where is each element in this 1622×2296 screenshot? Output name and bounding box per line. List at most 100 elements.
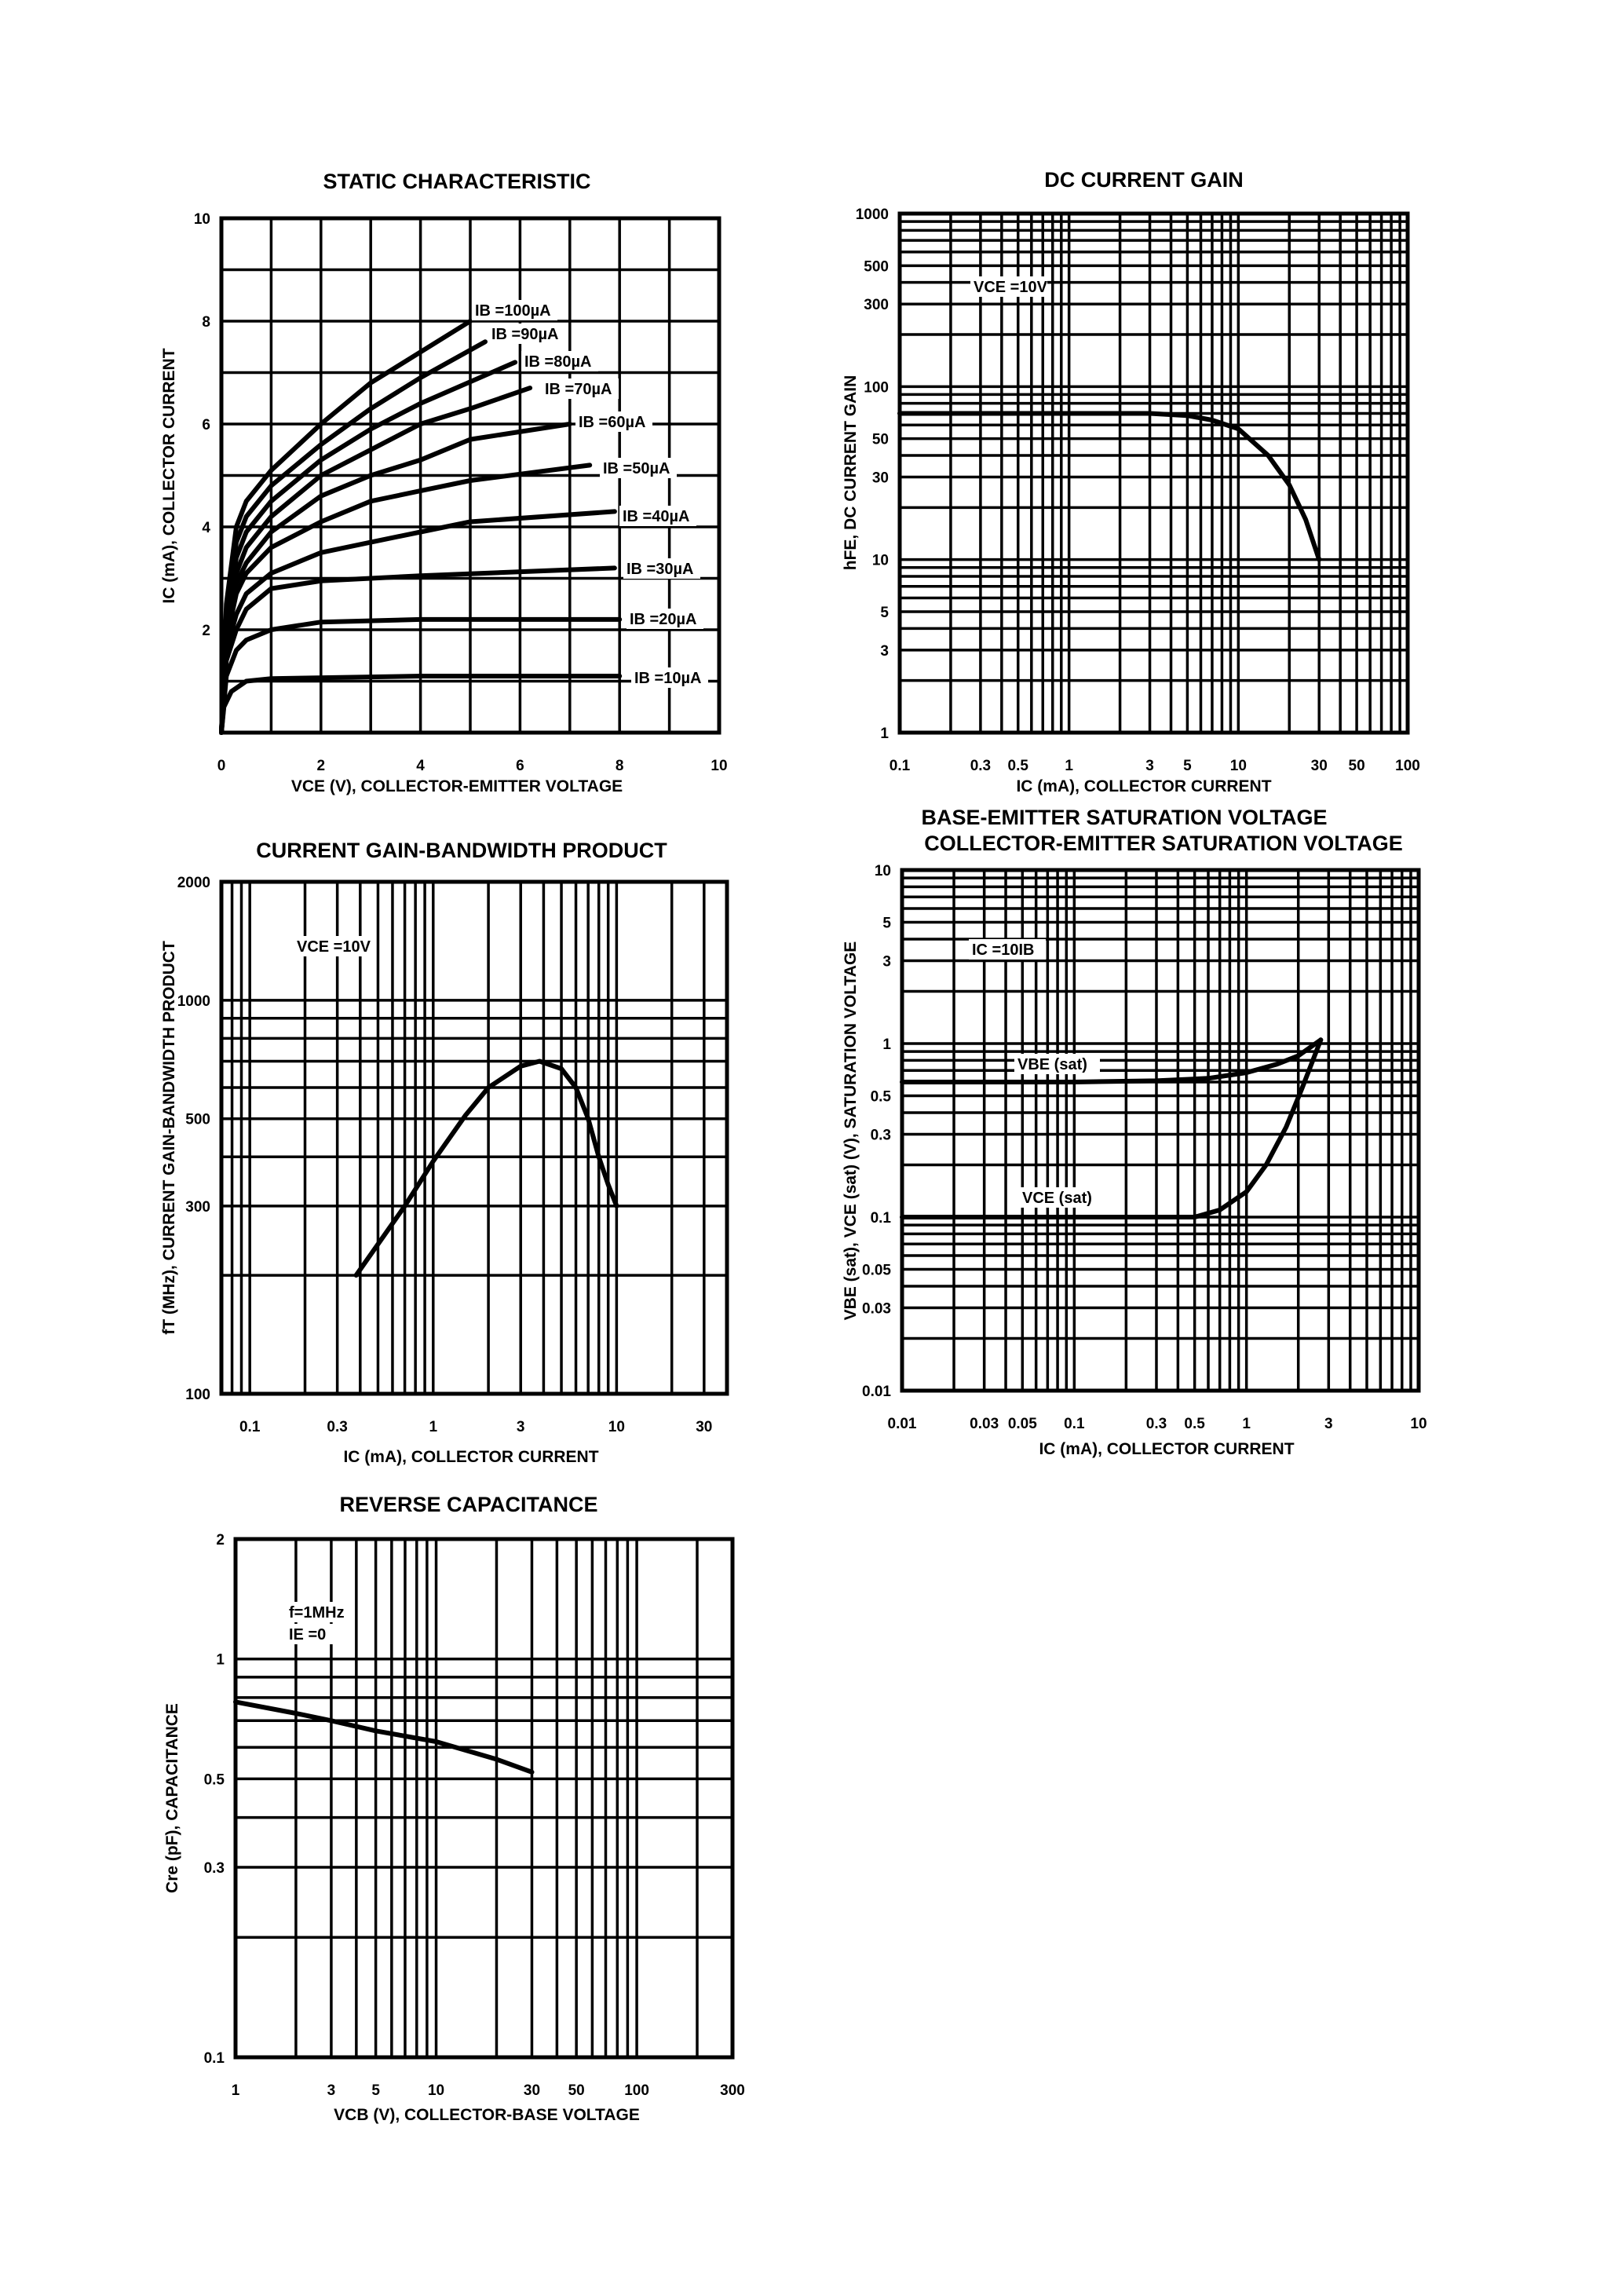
x-tick-label: 30 — [524, 2082, 540, 2099]
x-tick-label: 3 — [1324, 1416, 1333, 1432]
annotation-label: IC =10IB — [972, 941, 1034, 959]
series-label: IB =40µA — [623, 508, 689, 525]
x-tick-label: 6 — [516, 758, 524, 774]
y-tick-label: 0.3 — [204, 1860, 225, 1877]
y-tick-label: 10 — [872, 553, 889, 569]
chart-title: CURRENT GAIN-BANDWIDTH PRODUCT — [256, 839, 667, 862]
plot-frame — [219, 216, 721, 735]
annotation-bg — [970, 276, 1047, 297]
series-line — [900, 1037, 1324, 1219]
y-tick-label: 1000 — [177, 993, 210, 1010]
series-label: IB =100µA — [475, 302, 551, 320]
x-tick-label: 1 — [429, 1419, 437, 1435]
y-tick-label: 0.1 — [871, 1210, 892, 1227]
annotation-label: VCE =10V — [297, 938, 371, 956]
y-axis-label: Cre (pF), CAPACITANCE — [163, 1703, 181, 1893]
x-tick-label: 1 — [1242, 1416, 1251, 1432]
chart-3: CURRENT GAIN-BANDWIDTH PRODUCT IC (mA), C… — [160, 839, 729, 1466]
series-label: IB =80µA — [524, 353, 591, 371]
x-axis-label: IC (mA), COLLECTOR CURRENT — [343, 1448, 598, 1466]
y-axis-label: VBE (sat), VCE (sat) (V), SATURATION VOL… — [842, 941, 860, 1321]
series-label: VBE (sat) — [1017, 1056, 1087, 1073]
annotation-label: IE =0 — [289, 1626, 326, 1643]
series-label-bg — [575, 411, 652, 432]
x-tick-label: 5 — [1183, 758, 1192, 774]
y-tick-label: 100 — [185, 1387, 210, 1403]
annotation-bg — [286, 1602, 345, 1622]
y-tick-label: 0.01 — [862, 1384, 891, 1400]
annotation-bg — [969, 939, 1046, 960]
plot-frame — [233, 1537, 735, 2060]
series-label: IB =90µA — [491, 326, 558, 343]
x-tick-label: 8 — [616, 758, 624, 774]
y-tick-label: 4 — [202, 520, 210, 536]
y-tick-label: 0.1 — [204, 2050, 225, 2067]
series-label-bg — [631, 667, 708, 688]
annotation-label: VCE =10V — [974, 279, 1048, 296]
y-tick-label: 8 — [202, 314, 210, 331]
x-tick-label: 3 — [1145, 758, 1154, 774]
y-tick-label: 50 — [872, 432, 889, 448]
series-label: IB =70µA — [545, 381, 612, 398]
x-tick-label: 10 — [711, 758, 727, 774]
x-tick-label: 300 — [720, 2082, 745, 2099]
series-label-bg — [623, 558, 700, 579]
y-tick-label: 3 — [880, 643, 889, 660]
series-label-bg — [600, 458, 677, 478]
series-label-bg — [627, 609, 703, 629]
annotation-bg — [286, 1624, 337, 1644]
y-tick-label: 10 — [194, 211, 210, 228]
series-label-bg — [619, 506, 696, 526]
y-axis-label: fT (MHz), CURRENT GAIN-BANDWIDTH PRODUCT — [160, 941, 178, 1335]
series-label: IB =20µA — [630, 611, 696, 628]
x-tick-label: 0 — [217, 758, 226, 774]
x-tick-label: 100 — [1395, 758, 1420, 774]
chart-title: REVERSE CAPACITANCE — [339, 1493, 597, 1516]
y-tick-label: 3 — [882, 954, 891, 971]
chart-subtitle: COLLECTOR-EMITTER SATURATION VOLTAGE — [924, 832, 1402, 855]
x-tick-label: 2 — [317, 758, 326, 774]
x-tick-label: 0.1 — [1064, 1416, 1085, 1432]
y-tick-label: 300 — [185, 1199, 210, 1216]
x-tick-label: 0.5 — [1184, 1416, 1205, 1432]
x-tick-label: 0.05 — [1008, 1416, 1037, 1432]
x-axis-label: IC (mA), COLLECTOR CURRENT — [1039, 1440, 1294, 1458]
y-tick-label: 0.3 — [871, 1128, 891, 1144]
y-tick-label: 10 — [875, 863, 891, 879]
plot-frame — [900, 868, 1421, 1393]
x-tick-label: 0.3 — [970, 758, 991, 774]
x-tick-label: 10 — [428, 2082, 444, 2099]
y-tick-label: 0.5 — [204, 1771, 225, 1788]
plot-frame — [219, 879, 729, 1396]
series-line — [900, 1037, 1324, 1084]
x-tick-label: 10 — [1230, 758, 1247, 774]
y-tick-label: 1 — [882, 1036, 891, 1053]
x-tick-label: 50 — [1349, 758, 1365, 774]
plot-frame — [897, 211, 1410, 735]
chart-title: DC CURRENT GAIN — [1044, 168, 1244, 192]
chart-title: STATIC CHARACTERISTIC — [323, 170, 591, 193]
series-label-bg — [1014, 1054, 1100, 1074]
x-axis-label: VCB (V), COLLECTOR-BASE VOLTAGE — [334, 2106, 640, 2124]
y-tick-label: 100 — [864, 379, 889, 396]
series-line — [219, 616, 623, 735]
series-label: IB =50µA — [603, 460, 670, 477]
series-line — [219, 509, 617, 735]
x-axis-label: IC (mA), COLLECTOR CURRENT — [1016, 777, 1271, 795]
x-tick-label: 0.3 — [327, 1419, 347, 1435]
x-tick-label: 30 — [696, 1419, 712, 1435]
y-tick-label: 5 — [880, 605, 889, 621]
y-tick-label: 2 — [202, 623, 210, 639]
y-tick-label: 0.03 — [862, 1301, 891, 1318]
chart-2: DC CURRENT GAIN IC (mA), COLLECTOR CURREN… — [842, 168, 1420, 795]
x-tick-label: 3 — [517, 1419, 525, 1435]
x-tick-label: 0.1 — [239, 1419, 261, 1435]
y-tick-label: 5 — [882, 916, 891, 932]
y-tick-label: 0.5 — [871, 1089, 892, 1106]
series-line — [233, 1699, 535, 1775]
x-tick-label: 50 — [568, 2082, 585, 2099]
y-tick-label: 6 — [202, 417, 210, 433]
chart-4: BASE-EMITTER SATURATION VOLTAGE COLLECTOR… — [842, 806, 1427, 1458]
